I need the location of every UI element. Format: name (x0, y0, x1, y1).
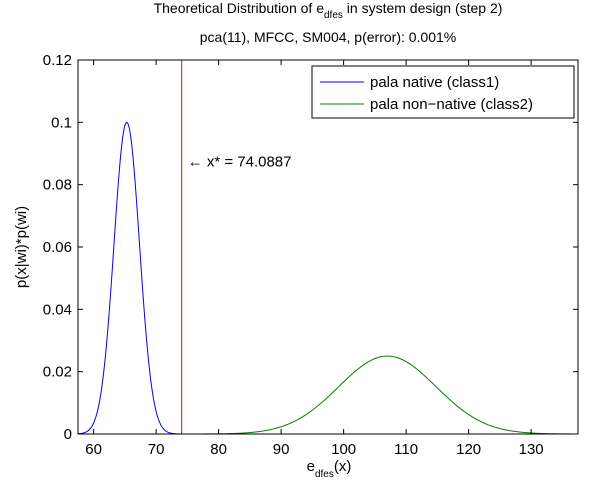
x-tick-label: 80 (210, 441, 227, 458)
y-tick-label: 0.12 (43, 52, 72, 69)
x-tick-label: 120 (456, 441, 481, 458)
x-axis-label: edfes(x) (307, 458, 352, 480)
x-tick-label: 60 (85, 441, 102, 458)
y-axis-label: p(x|wi)*p(wi) (13, 206, 30, 288)
plot-area (78, 60, 578, 434)
y-tick-label: 0.02 (43, 364, 72, 381)
x-label-rest: (x) (334, 458, 352, 475)
x-tick-label: 110 (394, 441, 418, 458)
chart-title-line1: Theoretical Distribution of edfes in sys… (154, 0, 503, 21)
x-label-subscript: dfes (315, 469, 334, 480)
threshold-label: ← x* = 74.0887 (188, 153, 292, 170)
x-tick-label: 70 (148, 441, 165, 458)
series-line-class1 (77, 121, 188, 435)
y-axis: 0 0.02 0.04 0.06 0.08 0.1 0.12 (43, 52, 578, 443)
title-rest: in system design (step 2) (343, 0, 503, 16)
series-lines (77, 121, 578, 435)
y-tick-label: 0 (64, 426, 72, 443)
x-tick-label: 90 (273, 441, 290, 458)
x-label-main: e (307, 458, 315, 475)
chart-title-line2: pca(11), MFCC, SM004, p(error): 0.001% (200, 29, 457, 45)
y-tick-label: 0.04 (43, 301, 72, 318)
title-main: Theoretical Distribution of e (154, 0, 325, 16)
y-tick-label: 0.08 (43, 177, 72, 194)
legend: pala native (class1) pala non−native (cl… (311, 65, 575, 119)
y-tick-label: 0.1 (51, 114, 72, 131)
legend-label-class1: pala native (class1) (370, 74, 499, 91)
y-tick-label: 0.06 (43, 239, 72, 256)
legend-label-class2: pala non−native (class2) (370, 96, 533, 113)
legend-box (311, 65, 575, 119)
x-axis: 60 70 80 90 100 110 120 130 (85, 60, 544, 458)
x-tick-label: 100 (331, 441, 356, 458)
title-subscript: dfes (324, 10, 343, 21)
x-tick-label: 130 (519, 441, 544, 458)
series-line-class2 (187, 355, 578, 435)
